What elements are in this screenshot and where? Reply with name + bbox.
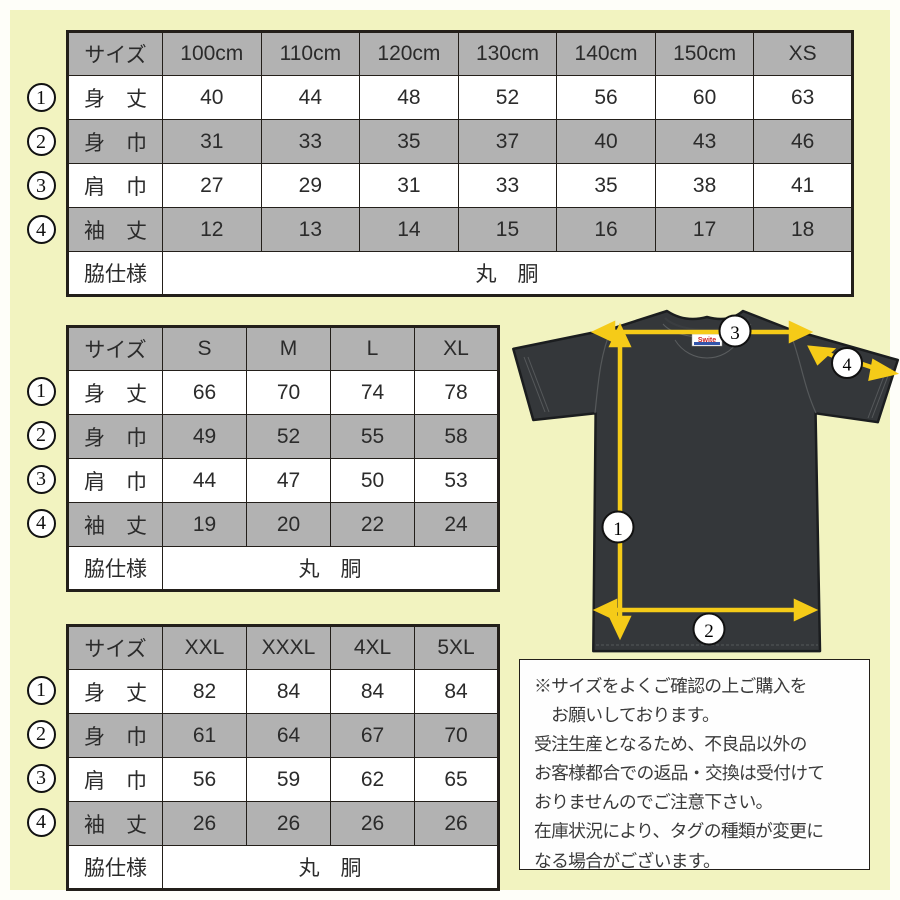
svg-text:3: 3	[730, 323, 740, 344]
svg-text:4: 4	[843, 355, 852, 375]
svg-text:2: 2	[704, 621, 714, 642]
svg-text:1: 1	[613, 519, 623, 540]
